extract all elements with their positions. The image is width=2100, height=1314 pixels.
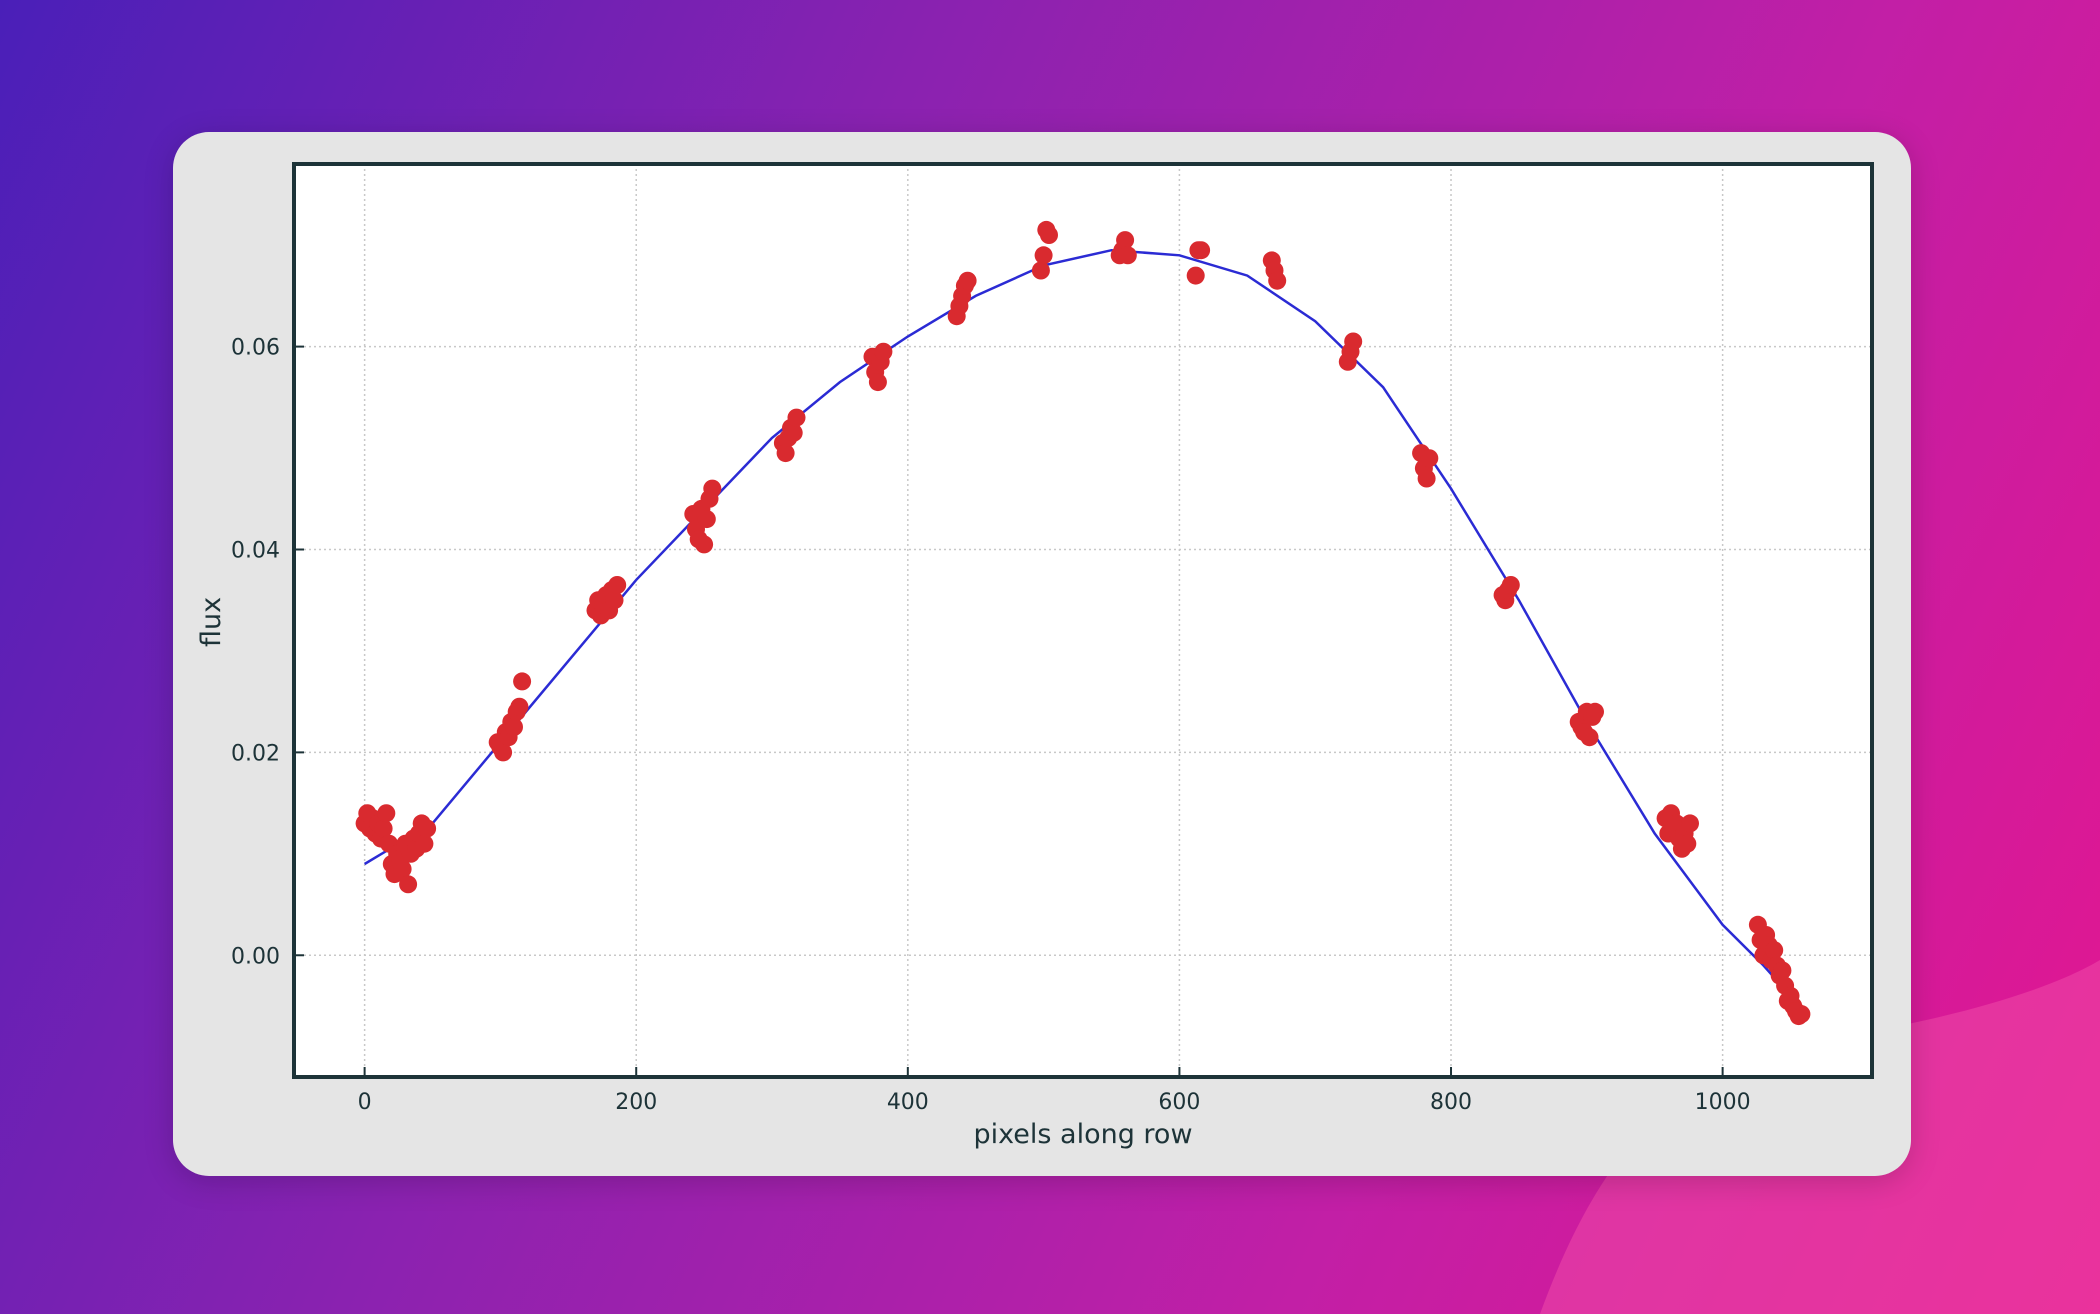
data-point xyxy=(776,444,795,463)
data-point xyxy=(1031,261,1050,280)
data-points-layer xyxy=(355,220,1811,1026)
y-tick-label: 0.02 xyxy=(231,741,280,766)
data-point xyxy=(377,804,396,823)
plot-background xyxy=(294,164,1872,1077)
data-point xyxy=(510,697,529,716)
data-point xyxy=(874,342,893,361)
data-point xyxy=(1268,271,1287,290)
data-point xyxy=(1192,241,1211,260)
data-point xyxy=(1773,961,1792,980)
data-point xyxy=(1118,246,1137,265)
data-point xyxy=(1501,576,1520,594)
data-point xyxy=(415,834,434,853)
y-tick-label: 0.04 xyxy=(231,538,280,563)
data-point xyxy=(1420,449,1439,468)
data-point xyxy=(1765,941,1784,960)
data-point xyxy=(1186,266,1205,285)
x-tick-label: 200 xyxy=(615,1090,657,1115)
data-point xyxy=(1040,226,1058,244)
data-point xyxy=(605,591,624,610)
data-point xyxy=(418,819,437,838)
x-axis-label: pixels along row xyxy=(973,1119,1192,1150)
data-point xyxy=(1034,246,1053,265)
data-point xyxy=(1792,1005,1811,1024)
x-tick-label: 1000 xyxy=(1695,1090,1751,1115)
x-tick-label: 400 xyxy=(887,1090,929,1115)
x-tick-label: 800 xyxy=(1430,1090,1472,1115)
ticks: 0 200 400 600 800 1000 0.00 0.02 0.04 0.06 xyxy=(231,336,1751,1115)
data-point xyxy=(1580,728,1599,747)
data-point xyxy=(505,718,523,736)
scatter-chart: 0 200 400 600 800 1000 0.00 0.02 0.04 0.06 pixels… xyxy=(196,162,1874,1150)
data-point xyxy=(399,875,418,894)
data-point xyxy=(374,819,393,838)
data-point xyxy=(868,373,887,392)
data-point xyxy=(695,535,714,554)
data-point xyxy=(513,672,532,691)
data-point xyxy=(494,743,513,762)
data-point xyxy=(697,510,716,529)
chart-card: 0 200 400 600 800 1000 0.00 0.02 0.04 0.06 pixels… xyxy=(173,132,1911,1176)
data-point xyxy=(787,408,806,427)
data-point xyxy=(1116,231,1135,250)
y-axis-label: flux xyxy=(196,597,227,647)
data-point xyxy=(1417,469,1436,488)
y-tick-label: 0.06 xyxy=(231,336,280,361)
data-point xyxy=(1586,702,1604,721)
data-point xyxy=(1681,814,1699,833)
data-point xyxy=(784,423,803,442)
plot-frame xyxy=(292,162,1874,1079)
data-point xyxy=(608,576,627,594)
x-tick-label: 0 xyxy=(358,1090,372,1115)
data-point xyxy=(703,479,722,498)
data-point xyxy=(958,271,977,290)
data-point xyxy=(1678,834,1697,853)
data-point xyxy=(393,860,412,878)
data-point xyxy=(1344,332,1363,351)
y-tick-label: 0.00 xyxy=(231,944,280,969)
x-tick-label: 600 xyxy=(1158,1090,1200,1115)
